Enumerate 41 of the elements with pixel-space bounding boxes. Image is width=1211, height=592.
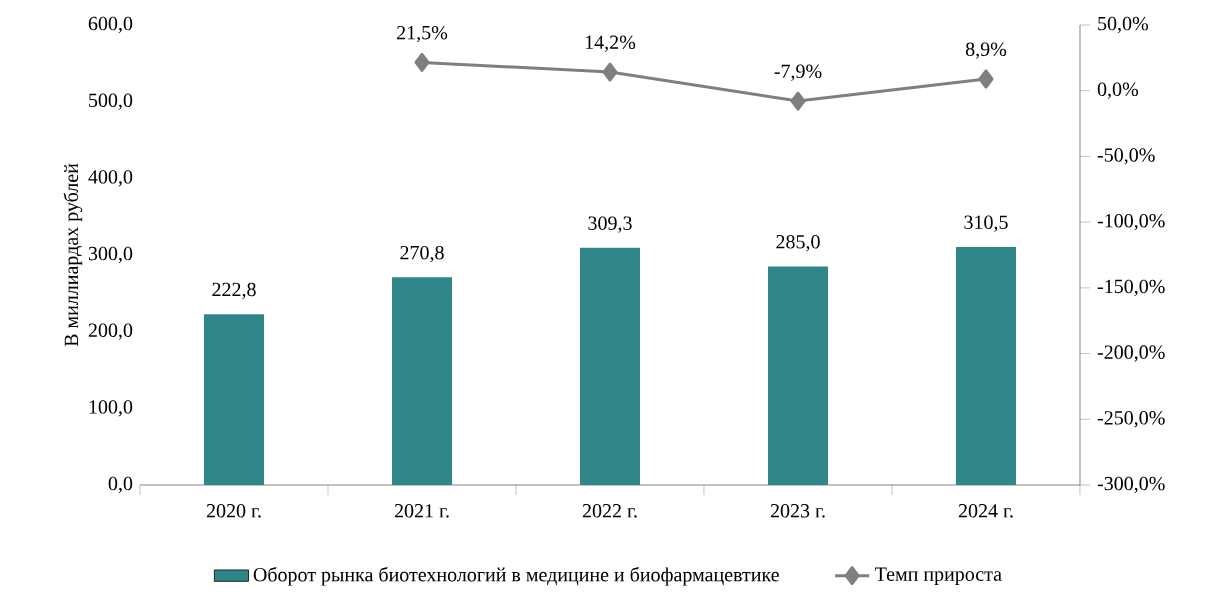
bar	[768, 266, 828, 485]
data-label: 285,0	[776, 234, 820, 252]
y-tick-label: 400,0	[88, 169, 133, 187]
y2-tick-label: 50,0%	[1098, 16, 1149, 34]
legend-label: Оборот рынка биотехнологий в медицине и биофармацевтике	[253, 566, 779, 586]
y2-tick-label: 0,0%	[1097, 82, 1139, 99]
y-tick-label: 0,0	[108, 476, 133, 494]
y2-tick-label: -100,0%	[1097, 213, 1165, 231]
x-tick-label: 2023 г.	[770, 503, 825, 518]
data-label: 222,8	[212, 282, 256, 299]
y-tick-label: 200,0	[88, 323, 133, 340]
y2-tick-label: -200,0%	[1097, 345, 1165, 362]
y-tick-label: 600,0	[88, 16, 133, 34]
bar	[955, 246, 1016, 485]
y-tick-label: 100,0	[89, 399, 133, 417]
y-axis-title: В миллиардах рублей	[63, 163, 83, 347]
y2-tick-label: -250,0%	[1097, 410, 1165, 428]
y2-tick-label: -150,0%	[1097, 279, 1165, 296]
x-tick-label: 2024 г.	[958, 503, 1013, 518]
y-tick-label: 300,0	[88, 246, 133, 264]
data-label: 14,2%	[585, 35, 636, 52]
x-tick-label: 2021 г.	[394, 503, 449, 518]
y-tick-label: 500,0	[89, 93, 133, 110]
bar	[392, 277, 452, 485]
y2-tick-label: -300,0%	[1097, 476, 1165, 494]
bar	[204, 314, 265, 485]
point	[414, 52, 430, 72]
y2-tick-label: -50,0%	[1097, 148, 1155, 165]
point	[602, 62, 618, 82]
x-tick-label: 2020 г.	[206, 503, 261, 518]
data-label: -7,9%	[774, 64, 822, 81]
x-tick-label: 2022 г.	[582, 503, 637, 518]
point	[978, 69, 994, 89]
data-label: 270,8	[400, 245, 444, 263]
legend-label: Темп прироста	[875, 567, 1002, 585]
bar	[580, 247, 640, 485]
data-label: 310,5	[964, 215, 1008, 232]
data-label: 8,9%	[965, 42, 1007, 59]
point	[790, 91, 806, 111]
data-label: 21,5%	[397, 25, 448, 43]
data-label: 309,3	[588, 216, 632, 233]
